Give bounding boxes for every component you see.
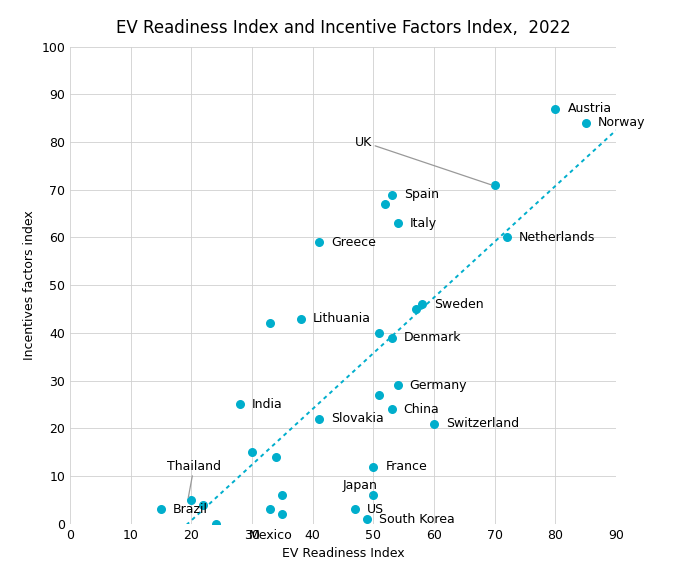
- Text: Italy: Italy: [410, 217, 437, 230]
- Text: Norway: Norway: [598, 116, 645, 129]
- Point: [246, 448, 258, 457]
- Text: UK: UK: [355, 136, 491, 185]
- Text: India: India: [252, 398, 283, 411]
- Text: Mexico: Mexico: [248, 528, 292, 542]
- Point: [410, 304, 421, 314]
- Point: [313, 237, 324, 247]
- Point: [501, 233, 512, 242]
- Text: Netherlands: Netherlands: [519, 231, 595, 244]
- Text: Lithuania: Lithuania: [313, 312, 371, 325]
- Text: Germany: Germany: [410, 379, 467, 392]
- Text: Sweden: Sweden: [434, 298, 484, 311]
- Text: Austria: Austria: [568, 102, 612, 115]
- Text: Japan: Japan: [343, 479, 378, 495]
- Text: US: US: [368, 503, 384, 516]
- Point: [265, 319, 276, 328]
- Text: Switzerland: Switzerland: [446, 417, 519, 430]
- Point: [210, 519, 221, 528]
- Text: France: France: [386, 460, 427, 473]
- Text: China: China: [404, 403, 440, 416]
- Point: [392, 218, 403, 228]
- Point: [265, 505, 276, 514]
- Point: [234, 400, 246, 409]
- Point: [276, 510, 288, 519]
- Point: [386, 404, 397, 414]
- Title: EV Readiness Index and Incentive Factors Index,  2022: EV Readiness Index and Incentive Factors…: [116, 19, 570, 37]
- Text: Slovakia: Slovakia: [331, 412, 384, 425]
- Text: South Korea: South Korea: [379, 513, 455, 526]
- Point: [276, 491, 288, 500]
- Point: [428, 419, 440, 428]
- X-axis label: EV Readiness Index: EV Readiness Index: [281, 547, 405, 560]
- Point: [580, 118, 592, 127]
- Point: [198, 500, 209, 509]
- Y-axis label: Incentives factors index: Incentives factors index: [22, 210, 36, 360]
- Point: [386, 190, 397, 199]
- Point: [374, 391, 385, 400]
- Point: [386, 333, 397, 342]
- Text: Denmark: Denmark: [404, 331, 461, 344]
- Point: [186, 495, 197, 505]
- Point: [550, 104, 561, 113]
- Point: [271, 452, 282, 462]
- Point: [380, 200, 391, 209]
- Point: [295, 314, 306, 323]
- Point: [374, 328, 385, 338]
- Point: [489, 180, 500, 190]
- Point: [392, 381, 403, 390]
- Point: [313, 414, 324, 424]
- Point: [155, 505, 167, 514]
- Point: [368, 491, 379, 500]
- Point: [416, 300, 428, 309]
- Point: [362, 514, 373, 524]
- Text: Thailand: Thailand: [167, 460, 221, 498]
- Point: [349, 505, 360, 514]
- Point: [368, 462, 379, 471]
- Text: Greece: Greece: [331, 236, 376, 249]
- Text: Spain: Spain: [404, 188, 439, 201]
- Text: Brazil: Brazil: [173, 503, 208, 516]
